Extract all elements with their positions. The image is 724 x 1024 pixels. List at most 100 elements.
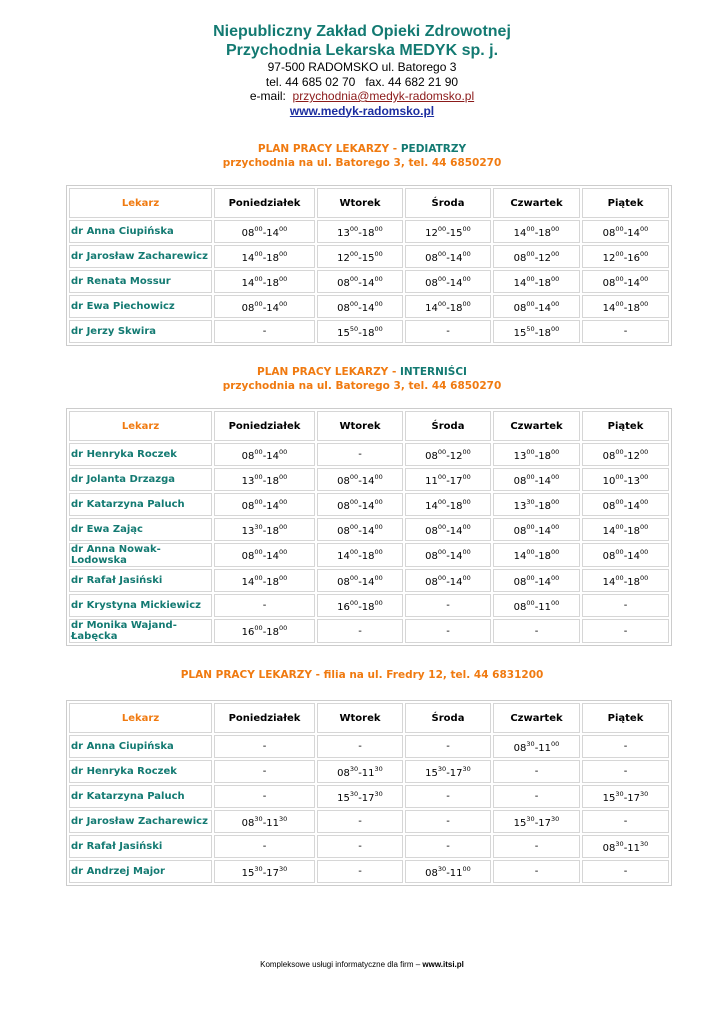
hours: 0800-1400 — [214, 493, 315, 516]
minutes: 30 — [526, 814, 535, 823]
minutes: 30 — [254, 522, 263, 531]
doctor-name: dr Anna Ciupińska — [69, 220, 212, 243]
email-label: e-mail: — [249, 89, 286, 103]
minutes: 00 — [254, 472, 263, 481]
hour: 08 — [513, 576, 527, 588]
hour: -18 — [534, 551, 552, 562]
hours: - — [405, 785, 491, 808]
hour: - — [358, 625, 362, 637]
minutes: 00 — [254, 274, 263, 283]
row: dr Katarzyna Paluch -1530-1730- -1530-1730 — [69, 785, 669, 808]
hour: 08 — [241, 450, 255, 462]
hours: 1300-1800 — [317, 220, 403, 243]
hours: - — [317, 619, 403, 643]
hour: -14 — [623, 551, 641, 562]
hour: 08 — [602, 277, 616, 289]
hour: -17 — [623, 792, 641, 804]
minutes: 00 — [437, 522, 447, 531]
hour: - — [446, 625, 450, 637]
minutes: 00 — [374, 274, 383, 283]
hour: 08 — [337, 576, 350, 588]
row: dr Jerzy Skwira -1550-1800-1550-1800- — [69, 320, 669, 343]
hours: 1400-1800 — [405, 295, 491, 318]
hour: -14 — [358, 576, 375, 588]
minutes: 30 — [349, 764, 359, 773]
hour: 08 — [425, 867, 438, 879]
heading-name: INTERNIŚCI — [399, 366, 467, 378]
hours: - — [582, 860, 669, 883]
hour: -14 — [262, 500, 280, 512]
hour: 14 — [241, 277, 255, 289]
hour: -17 — [446, 767, 463, 779]
minutes: 00 — [374, 299, 383, 308]
hour: - — [358, 741, 362, 752]
footer-link[interactable]: www.itsi.pl — [422, 960, 464, 969]
hour: 08 — [602, 500, 616, 512]
hours: 1400-1800 — [214, 245, 315, 268]
minutes: 00 — [349, 249, 359, 258]
hour: -13 — [623, 475, 641, 487]
hours: 1530-1730 — [493, 810, 580, 833]
minutes: 00 — [526, 274, 535, 283]
hour: - — [262, 326, 267, 337]
hour: 10 — [602, 475, 616, 487]
hours: 1000-1300 — [582, 468, 669, 491]
minutes: 50 — [349, 324, 359, 333]
row: dr Andrzej Major 1530-1730-0830-1100- - — [69, 860, 669, 883]
hour: - — [446, 326, 450, 337]
hour: 13 — [513, 450, 527, 462]
row: dr Ewa Piechowicz 0800-1400 0800-1400 1400-… — [69, 295, 669, 318]
hour: 08 — [337, 500, 350, 512]
minutes: 00 — [462, 573, 471, 582]
header: Niepubliczny Zakład Opieki Zdrowotnej Pr… — [0, 22, 724, 118]
hour: -18 — [358, 601, 375, 613]
hours: 1300-1800 — [214, 468, 315, 491]
minutes: 00 — [640, 224, 649, 233]
minutes: 00 — [374, 324, 383, 333]
hour: -17 — [262, 867, 280, 879]
minutes: 00 — [462, 249, 471, 258]
doctor-name: dr Anna Nowak-Lodowska — [69, 543, 212, 567]
hour: -11 — [534, 601, 552, 613]
hours: 0800-1400 — [582, 220, 669, 243]
minutes: 30 — [640, 789, 649, 798]
minutes: 00 — [526, 472, 535, 481]
hour: -14 — [446, 252, 463, 264]
column-header: Środa — [405, 188, 491, 218]
minutes: 00 — [374, 598, 383, 607]
minutes: 00 — [551, 299, 560, 308]
hour: 11 — [425, 475, 438, 487]
hour: - — [358, 816, 362, 827]
hour: - — [446, 841, 450, 852]
column-header: Czwartek — [493, 188, 580, 218]
column-header: Poniedziałek — [214, 411, 315, 441]
website[interactable]: www.medyk-radomsko.pl — [289, 103, 435, 118]
hours: 1530-1730 — [582, 785, 669, 808]
hours: 0800-1400 — [405, 518, 491, 541]
email[interactable]: przychodnia@medyk-radomsko.pl — [292, 89, 475, 103]
hour: -18 — [534, 227, 552, 239]
minutes: 00 — [349, 573, 359, 582]
row: dr Jarosław Zacharewicz 1400-1800 1200-150… — [69, 245, 669, 268]
doctor-name: dr Anna Ciupińska — [69, 735, 212, 758]
minutes: 00 — [254, 224, 263, 233]
doctor-name: dr Henryka Roczek — [69, 760, 212, 783]
minutes: 00 — [254, 249, 263, 258]
hour: -18 — [534, 277, 552, 289]
minutes: 00 — [437, 548, 447, 556]
hour: 08 — [241, 817, 255, 829]
hour: 12 — [425, 227, 438, 239]
minutes: 00 — [349, 299, 359, 308]
hours: 1300-1800 — [493, 443, 580, 466]
hour: 14 — [513, 227, 527, 239]
minutes: 30 — [437, 764, 447, 773]
hour: 08 — [337, 475, 350, 487]
hour: 15 — [513, 327, 527, 339]
minutes: 00 — [374, 249, 383, 258]
hour: -14 — [358, 500, 375, 512]
doctor-name: dr Katarzyna Paluch — [69, 785, 212, 808]
minutes: 00 — [615, 573, 624, 582]
hour: 13 — [513, 500, 527, 512]
hour: -11 — [623, 842, 641, 854]
row: dr Anna Ciupińska 0800-1400 1300-1800 12 00 -… — [69, 220, 669, 243]
